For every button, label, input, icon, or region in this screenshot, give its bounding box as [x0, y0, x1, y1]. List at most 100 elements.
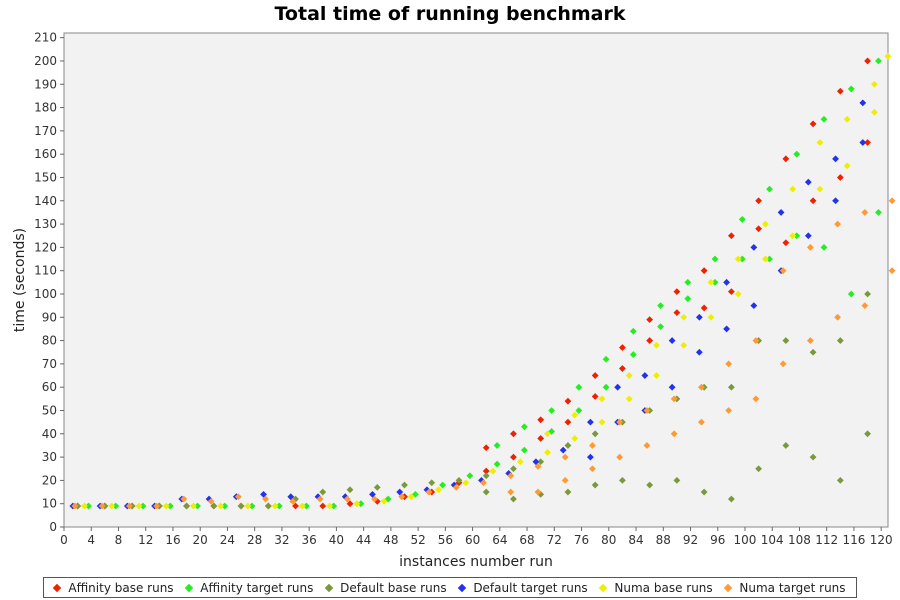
data-point [319, 488, 327, 496]
data-point [520, 423, 528, 431]
data-point [564, 418, 572, 426]
series-6 [71, 197, 896, 510]
data-point [510, 430, 517, 438]
data-point [684, 278, 692, 286]
data-point [183, 502, 190, 510]
data-point [398, 493, 406, 501]
data-point [752, 337, 760, 344]
data-point [832, 155, 839, 163]
data-point [884, 52, 892, 60]
data-point [809, 120, 817, 128]
y-tick-label: 130 [34, 217, 57, 231]
data-point [298, 502, 306, 510]
data-point [482, 488, 490, 496]
y-axis: 0 10 20 30 40 50 60 70 80 90 100 110 120 130 140 150 160… [34, 31, 64, 534]
diamond-icon [724, 583, 733, 592]
data-point [809, 453, 817, 461]
y-tick-label: 180 [34, 101, 57, 115]
data-point [755, 197, 763, 205]
data-point [804, 178, 812, 186]
data-point [482, 472, 490, 480]
data-point [668, 337, 676, 344]
data-point [809, 197, 817, 205]
data-point [619, 344, 626, 351]
data-point [832, 197, 839, 205]
y-tick-label: 200 [34, 54, 57, 68]
data-point [343, 495, 351, 503]
x-tick-label: 16 [165, 533, 180, 547]
data-point [641, 372, 649, 379]
data-point [507, 472, 515, 480]
data-point [330, 502, 338, 510]
data-point [643, 407, 651, 414]
data-point [888, 197, 896, 205]
x-tick-label: 56 [438, 533, 453, 547]
data-point [782, 239, 790, 247]
data-point [755, 465, 763, 473]
data-point [700, 267, 708, 275]
data-point [711, 255, 719, 263]
data-point [698, 418, 705, 426]
data-point [782, 442, 790, 449]
data-point [561, 453, 569, 461]
legend-item-affinity-base: Affinity base runs [53, 580, 174, 595]
data-point [646, 316, 654, 324]
data-point [782, 337, 790, 344]
data-point [346, 500, 354, 508]
data-point [864, 57, 871, 65]
data-point [571, 411, 579, 419]
data-point [548, 407, 555, 414]
x-tick-label: 28 [247, 533, 262, 547]
data-point [725, 360, 733, 368]
y-tick-label: 90 [42, 310, 57, 324]
data-point [435, 486, 442, 494]
data-point [189, 502, 197, 510]
data-point [564, 488, 572, 496]
data-point [738, 255, 746, 263]
data-point [466, 472, 474, 480]
legend-item-default-target: Default target runs [458, 581, 588, 595]
data-point [698, 383, 705, 391]
y-tick-label: 210 [34, 31, 57, 45]
data-point [303, 502, 310, 510]
data-point [859, 99, 867, 107]
data-point [727, 383, 735, 391]
x-tick-label: 76 [574, 533, 589, 547]
data-point [275, 502, 283, 510]
legend-label: Affinity base runs [68, 580, 174, 595]
data-point [657, 323, 664, 331]
plot-area [63, 32, 889, 528]
data-point [598, 418, 606, 426]
data-point [234, 493, 242, 501]
data-point [537, 435, 545, 442]
data-point [619, 476, 626, 484]
data-point [455, 476, 463, 484]
x-tick-label: 104 [761, 533, 784, 547]
data-point [734, 290, 742, 298]
x-tick-label: 4 [87, 533, 95, 547]
data-point [510, 453, 517, 461]
data-point [625, 395, 633, 403]
x-tick-label: 60 [465, 533, 480, 547]
legend-label: Numa base runs [614, 580, 713, 595]
data-point [657, 302, 664, 310]
data-points [69, 52, 896, 510]
chart-legend: Affinity base runs Affinity target runs … [43, 577, 857, 598]
data-point [695, 313, 703, 321]
data-point [793, 232, 801, 240]
data-point [346, 486, 354, 494]
data-point [834, 220, 842, 228]
data-point [482, 444, 490, 452]
data-point [750, 302, 758, 310]
y-tick-label: 70 [42, 357, 57, 371]
data-point [779, 360, 787, 368]
x-axis-title: instances number run [399, 554, 553, 570]
data-point [707, 278, 715, 286]
x-tick-label: 32 [274, 533, 289, 547]
data-point [493, 442, 501, 449]
data-point [534, 488, 542, 496]
data-point [861, 302, 869, 310]
x-tick-label: 12 [138, 533, 153, 547]
x-tick-label: 64 [492, 533, 507, 547]
